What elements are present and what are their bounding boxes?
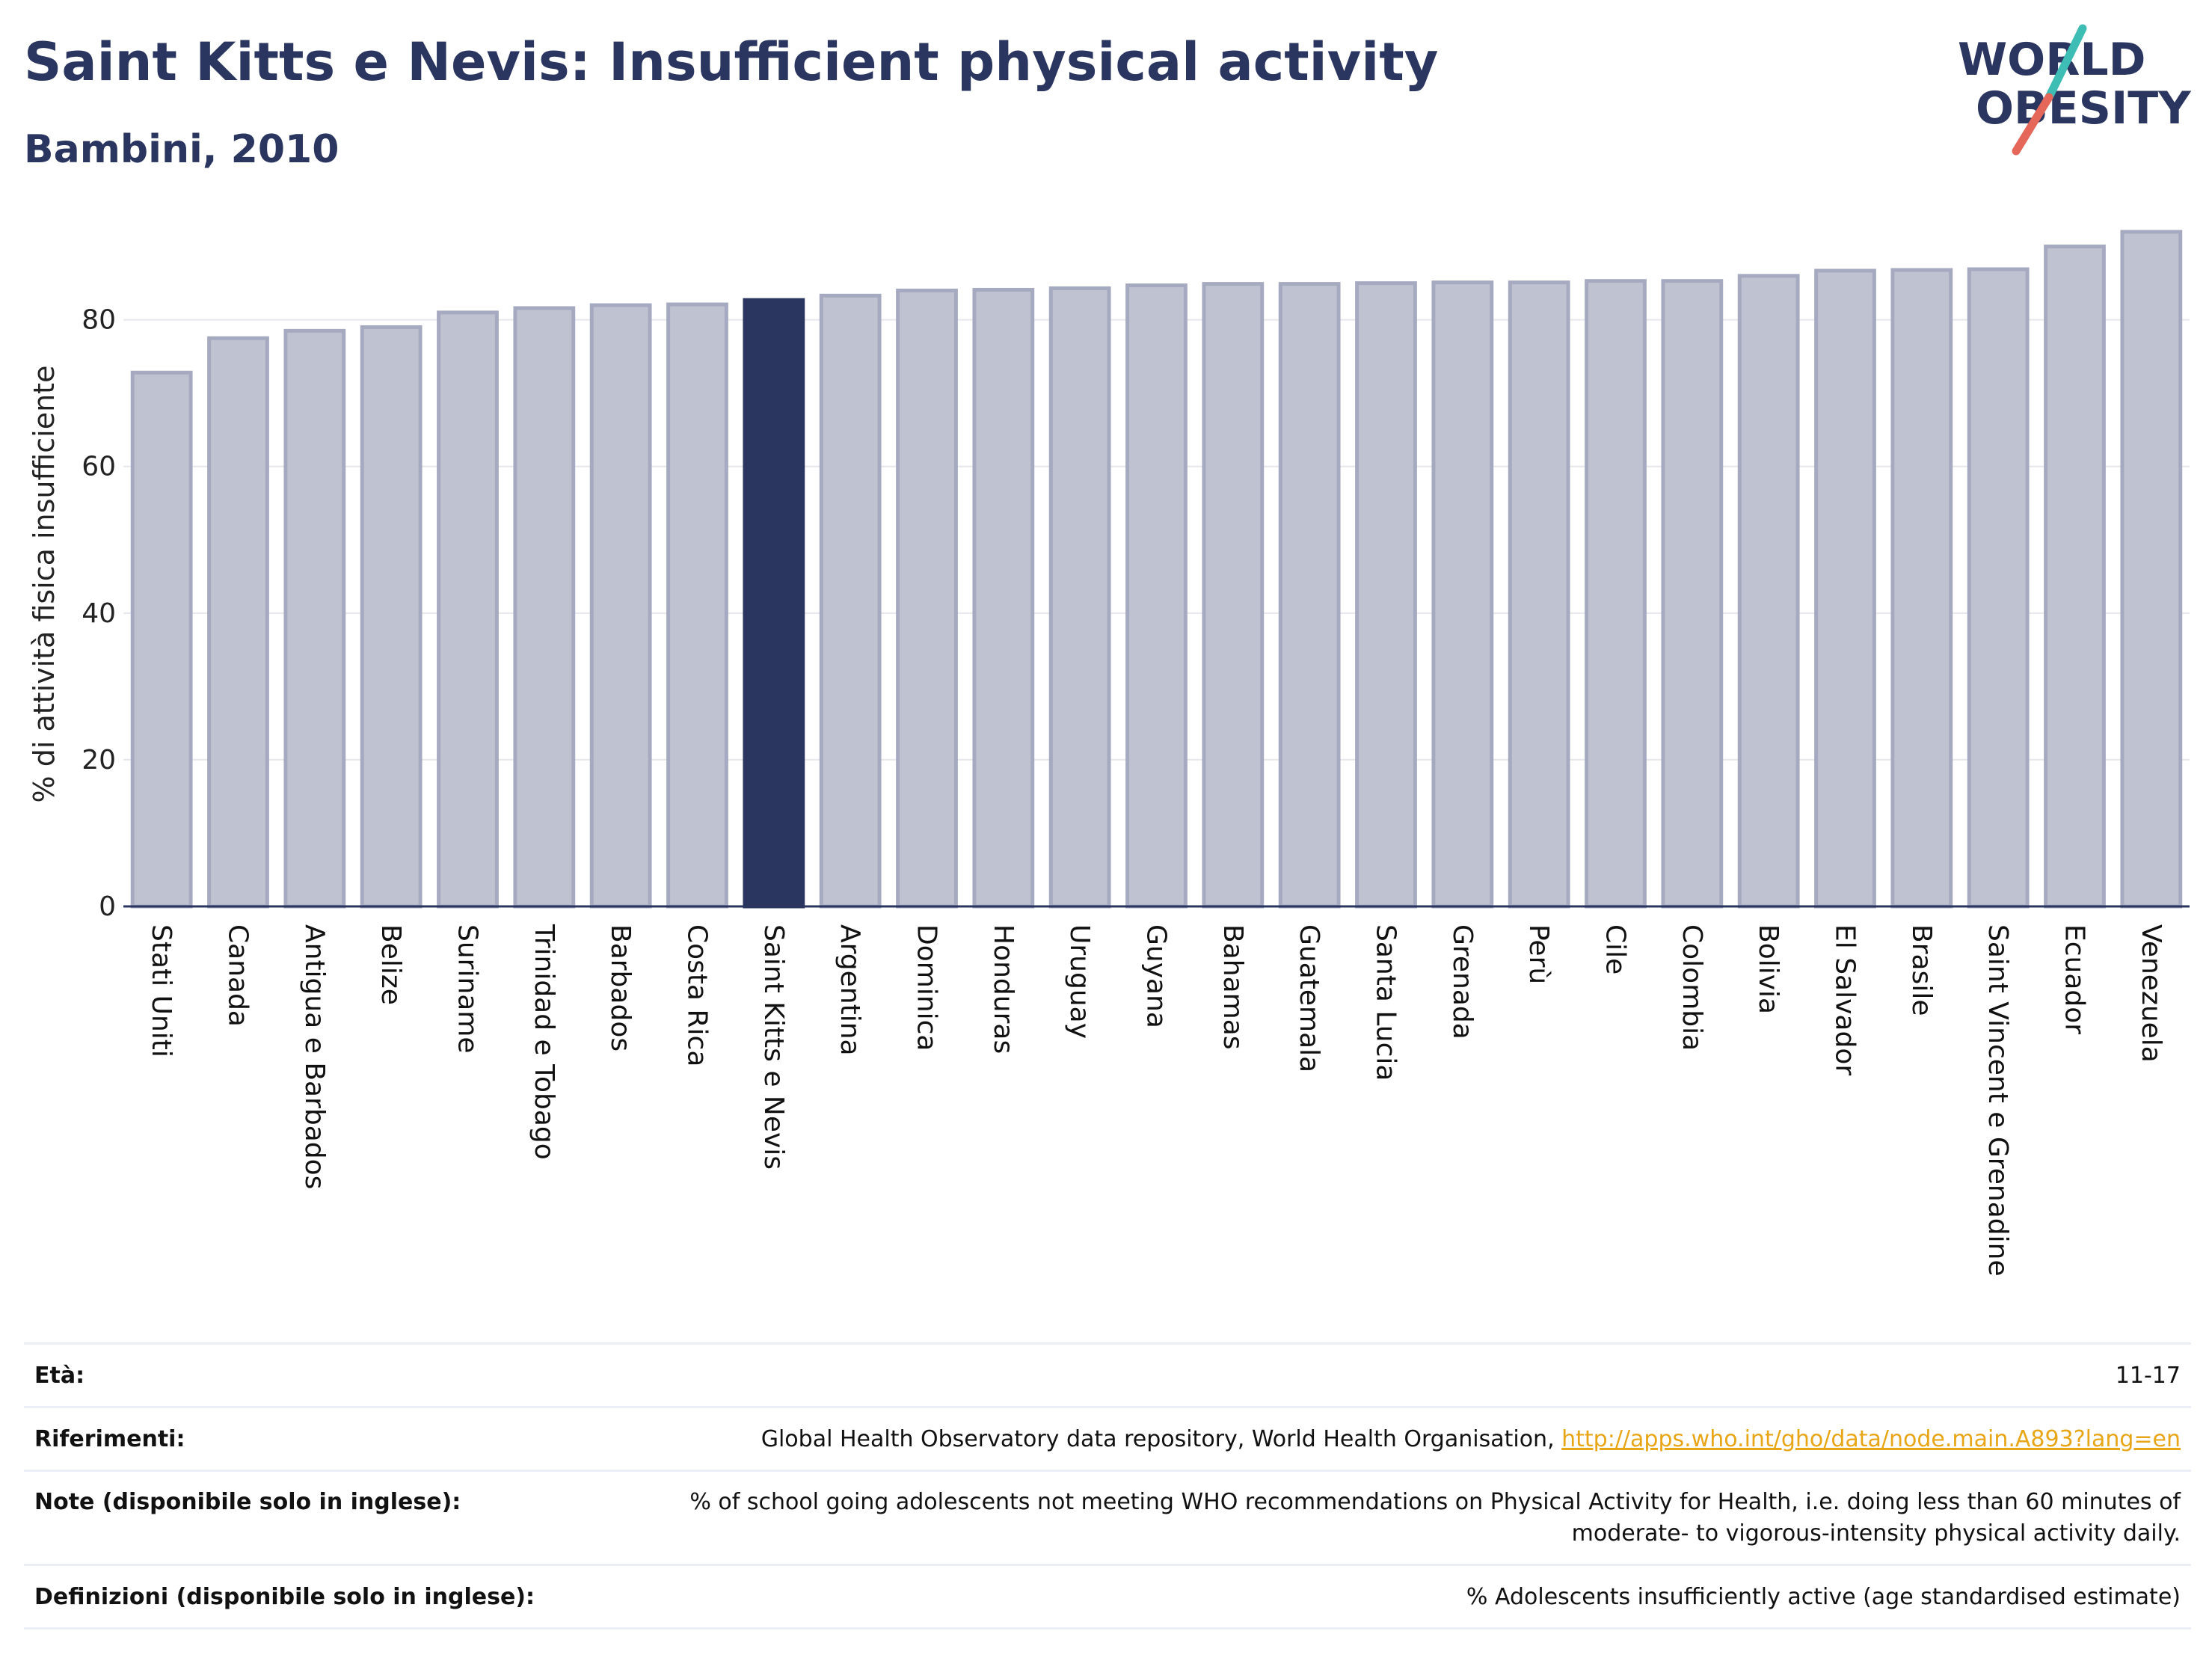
age-value: 11-17 xyxy=(2115,1362,2181,1389)
bar xyxy=(1508,280,1570,909)
x-tick-label: Antigua e Barbados xyxy=(299,924,330,1189)
bar xyxy=(1890,268,1953,909)
bar xyxy=(1048,286,1111,909)
x-tick-label: Trinidad e Tobago xyxy=(529,924,559,1160)
x-tick-label: Belize xyxy=(375,924,406,1005)
metadata-table: Età: 11-17 Riferimenti: Global Health Ob… xyxy=(24,1342,2191,1630)
x-tick-label: Bahamas xyxy=(1217,924,1248,1050)
bar xyxy=(1661,279,1724,909)
x-tick-label: Brasile xyxy=(1906,924,1937,1016)
x-tick-label: Ecuador xyxy=(2059,924,2090,1034)
bar xyxy=(1355,281,1417,909)
x-tick-label: Dominica xyxy=(912,924,942,1051)
x-tick-label: Colombia xyxy=(1677,924,1707,1051)
bar xyxy=(1125,283,1188,909)
y-tick-label: 60 xyxy=(82,452,116,482)
x-tick-label: Costa Rica xyxy=(682,924,713,1066)
x-tick-label: Suriname xyxy=(452,924,483,1054)
bar xyxy=(666,302,728,909)
bar-chart: 0 20 40 60 80 % di attività fisica insufficie… xyxy=(28,230,2190,1277)
meta-row-definitions: Definizioni (disponibile solo in inglese… xyxy=(24,1564,2191,1630)
notes-label: Note (disponibile solo in inglese): xyxy=(34,1489,461,1515)
chart-subtitle: Bambini, 2010 xyxy=(24,127,340,172)
x-tick-label: Guatemala xyxy=(1294,924,1324,1072)
y-tick-label: 20 xyxy=(82,745,116,776)
meta-row-references: Riferimenti: Global Health Observatory d… xyxy=(24,1406,2191,1470)
x-tick-label: Canada xyxy=(223,924,254,1027)
x-tick-label: Stati Uniti xyxy=(146,924,176,1057)
bar xyxy=(513,306,576,909)
chart-title: Saint Kitts e Nevis: Insufficient physic… xyxy=(24,31,1439,93)
bar xyxy=(360,325,423,909)
references-label: Riferimenti: xyxy=(34,1425,185,1452)
y-tick-label: 0 xyxy=(99,891,116,922)
bar xyxy=(437,310,499,909)
references-value: Global Health Observatory data repositor… xyxy=(761,1426,2191,1452)
bar xyxy=(819,293,882,909)
references-text: Global Health Observatory data repositor… xyxy=(761,1425,1562,1452)
bar xyxy=(589,303,652,909)
x-tick-label: Argentina xyxy=(835,924,865,1056)
bar xyxy=(207,336,269,909)
world-obesity-logo: WORLD OBESITY xyxy=(1958,24,2192,156)
logo-slash-red xyxy=(2012,93,2053,156)
bar xyxy=(972,287,1035,909)
bar xyxy=(1967,267,2030,909)
bar xyxy=(896,288,958,909)
y-axis-title: % di attività fisica insufficiente xyxy=(28,366,61,803)
definitions-label: Definizioni (disponibile solo in inglese… xyxy=(34,1583,535,1610)
bar xyxy=(1814,268,1876,909)
x-tick-label: Saint Vincent e Grenadine xyxy=(1982,924,2013,1277)
x-tick-label: Cile xyxy=(1600,924,1631,974)
bar xyxy=(1585,279,1647,909)
bar xyxy=(1431,280,1494,909)
notes-value: % of school going adolescents not meetin… xyxy=(689,1487,2191,1550)
x-tick-label: El Salvador xyxy=(1830,924,1861,1075)
meta-row-notes: Note (disponibile solo in inglese): % of… xyxy=(24,1470,2191,1564)
notes-line2: moderate- to vigorous-intensity physical… xyxy=(1571,1520,2181,1547)
bar xyxy=(1737,274,1800,909)
bar xyxy=(130,370,193,909)
bar xyxy=(743,298,805,909)
x-tick-label: Guyana xyxy=(1141,924,1172,1028)
x-tick-label: Bolivia xyxy=(1753,924,1784,1014)
x-tick-label: Barbados xyxy=(605,924,636,1051)
x-tick-label: Perù xyxy=(1523,924,1554,984)
bar xyxy=(1202,282,1265,909)
bar xyxy=(2044,245,2106,909)
logo-line2: OBESITY xyxy=(1976,82,2192,135)
references-link[interactable]: http://apps.who.int/gho/data/node.main.A… xyxy=(1561,1425,2181,1452)
definitions-value: % Adolescents insufficiently active (age… xyxy=(1466,1583,2181,1610)
x-tick-label: Honduras xyxy=(988,924,1019,1054)
x-tick-label: Grenada xyxy=(1447,924,1478,1040)
x-tick-label: Uruguay xyxy=(1064,924,1095,1039)
bar xyxy=(283,328,346,909)
bar xyxy=(2120,230,2183,909)
bar xyxy=(1278,282,1341,909)
x-tick-label: Venezuela xyxy=(2136,924,2166,1063)
x-tick-label: Saint Kitts e Nevis xyxy=(758,924,789,1170)
logo-slash-teal xyxy=(2044,24,2087,102)
meta-row-age: Età: 11-17 xyxy=(24,1342,2191,1406)
y-tick-label: 80 xyxy=(82,305,116,336)
age-label: Età: xyxy=(34,1362,85,1389)
y-tick-label: 40 xyxy=(82,598,116,629)
logo-line1: WORLD xyxy=(1958,34,2145,86)
notes-line1: % of school going adolescents not meetin… xyxy=(689,1489,2181,1515)
x-tick-label: Santa Lucia xyxy=(1371,924,1401,1081)
